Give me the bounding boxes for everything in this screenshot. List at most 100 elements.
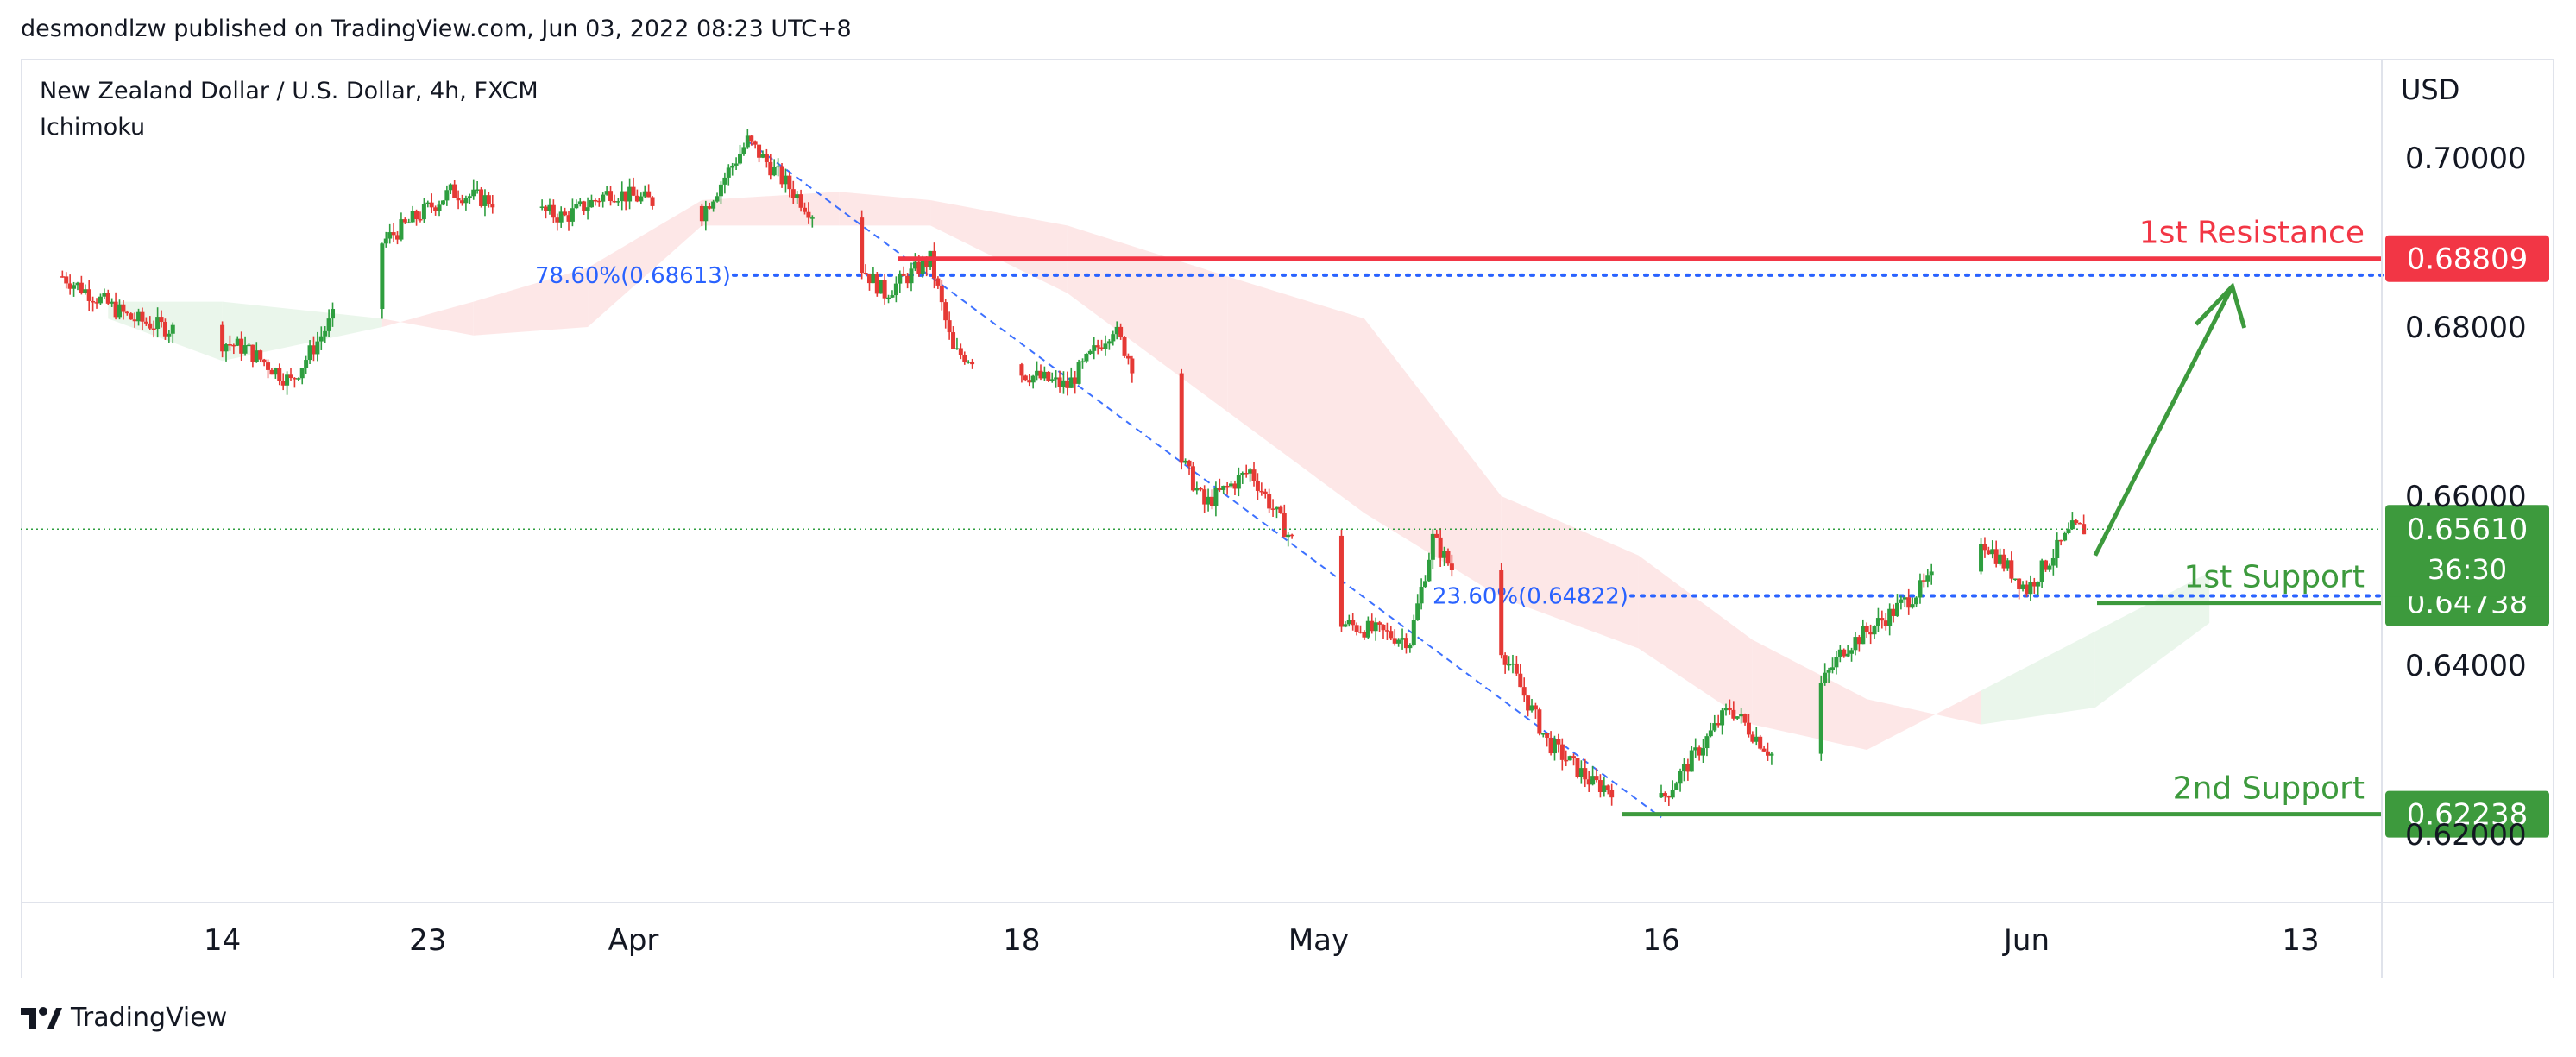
candle-body — [482, 195, 488, 206]
candle-body — [1423, 581, 1428, 588]
candle-body — [916, 261, 922, 274]
time-tick-label: 18 — [1003, 923, 1040, 958]
candle-body — [1845, 653, 1850, 657]
candle-body — [460, 200, 464, 204]
candle-body — [486, 195, 491, 204]
price-tick-label: 0.62000 — [2405, 818, 2527, 853]
candle-body — [1103, 343, 1108, 349]
candle-body — [307, 345, 312, 361]
cloud-segment — [2094, 572, 2210, 708]
candle-body — [726, 167, 731, 178]
candle-body — [1023, 375, 1028, 381]
level-name-label: 2nd Support — [2173, 771, 2365, 807]
candle-body — [901, 274, 906, 276]
candle-body — [809, 217, 815, 219]
candle-body — [444, 190, 450, 201]
candle-body — [254, 350, 259, 362]
cloud-segment — [473, 267, 589, 336]
candle-body — [72, 285, 77, 289]
candle-body — [280, 381, 286, 386]
candle-body — [437, 204, 442, 211]
candle-body — [1042, 371, 1047, 379]
candle-body — [1552, 739, 1557, 754]
cloud-segment — [702, 192, 840, 226]
candle-body — [110, 301, 115, 304]
candle-body — [1559, 744, 1565, 760]
candle-body — [402, 219, 407, 223]
candle-body — [1823, 672, 1828, 683]
candle-body — [2001, 554, 2006, 569]
candle-body — [1818, 683, 1823, 754]
candle-body — [1054, 377, 1059, 380]
candle-body — [448, 184, 453, 191]
candle-body — [1346, 620, 1351, 625]
candle-body — [1392, 638, 1397, 644]
candle-body — [699, 205, 704, 222]
candle-body — [2055, 539, 2060, 558]
candle-body — [1659, 793, 1664, 798]
candle-body — [1830, 667, 1835, 670]
candle-body — [730, 165, 735, 168]
candle-body — [1609, 790, 1615, 798]
candle-body — [760, 154, 765, 158]
candle-body — [1130, 358, 1135, 374]
candle-body — [745, 135, 750, 148]
candle-body — [318, 336, 324, 342]
candle-body — [1708, 730, 1713, 737]
fibonacci-levels: 78.60%(0.68613) 23.60%(0.64822) — [535, 140, 2384, 819]
candle-body — [803, 207, 807, 212]
candle-body — [140, 311, 145, 322]
candle-body — [772, 167, 777, 176]
candle-body — [1689, 750, 1694, 772]
candle-body — [1548, 737, 1553, 754]
candle-body — [874, 274, 879, 294]
candle-body — [98, 296, 103, 304]
candle-body — [642, 191, 647, 197]
candle-body — [768, 161, 773, 176]
cloud-segment — [1501, 496, 1639, 649]
candle-body — [1122, 337, 1127, 356]
chart-frame[interactable] — [21, 59, 2554, 978]
candle-body — [749, 135, 754, 142]
candle-body — [1533, 705, 1538, 710]
candle-body — [776, 166, 781, 168]
candle-body — [266, 362, 271, 370]
candle-body — [471, 189, 476, 197]
cloud-segment — [1067, 225, 1228, 412]
candle-body — [159, 317, 164, 323]
candle-body — [593, 199, 598, 202]
candle-body — [1384, 630, 1389, 632]
candle-body — [1445, 551, 1451, 564]
candle-body — [235, 338, 240, 346]
candle-body — [1880, 618, 1885, 621]
candle-body — [143, 321, 148, 324]
candle-body — [490, 204, 495, 208]
candle-body — [425, 202, 431, 204]
candle-body — [1118, 326, 1124, 337]
candle-body — [1362, 632, 1367, 638]
candle-body — [1590, 776, 1596, 785]
candle-body — [1430, 533, 1435, 560]
projection-arrow-line — [2093, 285, 2234, 557]
tradingview-brand[interactable]: TradingView — [21, 1003, 227, 1033]
candle-body — [1377, 622, 1382, 625]
candle-body — [1343, 624, 1348, 627]
candle-body — [1990, 549, 1995, 555]
candle-body — [1742, 714, 1748, 723]
candle-body — [2017, 578, 2022, 589]
candle-body — [547, 204, 552, 211]
level-name-label: 1st Support — [2183, 560, 2365, 595]
candle-body — [91, 300, 96, 303]
level-name-label: 1st Resistance — [2139, 216, 2365, 251]
candle-body — [741, 147, 746, 154]
candle-body — [129, 313, 134, 320]
candle-body — [406, 222, 412, 224]
candle-body — [757, 144, 762, 158]
candle-body — [2063, 532, 2068, 541]
candle-body — [1583, 768, 1588, 780]
candle-body — [1229, 483, 1234, 487]
candle-body — [383, 238, 388, 244]
candle-body — [920, 259, 925, 274]
